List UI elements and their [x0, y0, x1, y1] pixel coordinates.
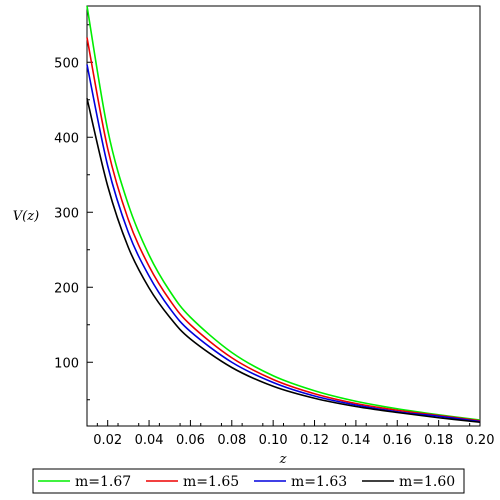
x-tick-label: 0.14 — [341, 433, 370, 448]
legend-label: m=1.65 — [183, 474, 239, 490]
legend-label: m=1.60 — [399, 474, 455, 490]
x-tick-label: 0.12 — [300, 433, 329, 448]
legend-label: m=1.67 — [75, 474, 131, 490]
x-axis-ticks: 0.02 0.04 0.06 0.08 0.10 0.12 0.14 0.16 0.18 0.20 — [93, 420, 494, 448]
series-line-m-1-63 — [86, 64, 481, 423]
series-lines — [86, 5, 481, 424]
x-axis-title: z — [279, 452, 287, 467]
y-tick-label: 200 — [54, 281, 79, 296]
legend-label: m=1.63 — [291, 474, 347, 490]
series-line-m-1-65 — [86, 37, 481, 422]
x-tick-label: 0.10 — [259, 433, 288, 448]
x-tick-label: 0.04 — [135, 433, 164, 448]
x-tick-label: 0.18 — [424, 433, 453, 448]
y-axis-title: V(z) — [13, 209, 39, 224]
y-tick-label: 500 — [54, 56, 79, 71]
x-tick-label: 0.02 — [93, 433, 122, 448]
series-line-m-1-60 — [86, 98, 481, 424]
x-tick-label: 0.20 — [466, 433, 495, 448]
y-axis-ticks: 100 200 300 400 500 — [54, 24, 93, 401]
y-tick-label: 400 — [54, 131, 79, 146]
legend: m=1.67 m=1.65 m=1.63 m=1.60 — [32, 468, 465, 494]
series-line-m-1-67 — [86, 5, 481, 421]
x-tick-label: 0.08 — [217, 433, 246, 448]
y-tick-label: 100 — [54, 356, 79, 371]
x-tick-label: 0.06 — [176, 433, 205, 448]
y-tick-label: 300 — [54, 206, 79, 221]
x-tick-label: 0.16 — [383, 433, 412, 448]
plot-frame — [86, 5, 481, 427]
